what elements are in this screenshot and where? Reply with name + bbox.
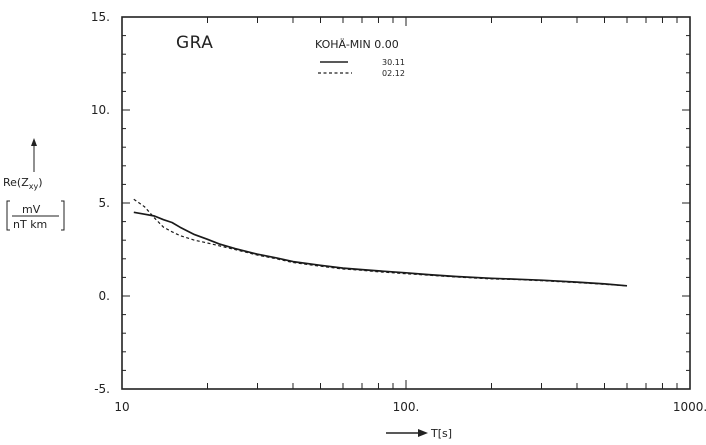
x-tick-label: 1000.: [673, 400, 706, 414]
x-axis-label-block: T[s]: [386, 427, 452, 440]
units-bracket-right: [61, 200, 65, 231]
legend-label-1: 30.11: [382, 58, 405, 67]
series-line-1: [133, 211, 628, 287]
legend: 30.11 02.12: [318, 58, 405, 78]
y-axis-label-subscript: xy: [29, 182, 39, 191]
axis-tick-labels: 10 100. 1000. -5. 0. 5. 10. 15.: [91, 10, 706, 414]
x-tick-label: 10: [114, 400, 129, 414]
legend-label-2: 02.12: [382, 69, 405, 78]
y-tick-label: 5.: [99, 196, 110, 210]
x-tick-label: 100.: [393, 400, 420, 414]
units-numerator: mV: [22, 203, 41, 216]
plot-frame: [121, 16, 691, 390]
units-bracket-left: [6, 200, 10, 231]
chart-title: GRA: [176, 33, 213, 53]
x-axis-arrow-head: [418, 429, 428, 437]
y-axis-arrow-head: [31, 138, 37, 146]
chart-subtitle: KOHÄ-MIN 0.00: [315, 38, 399, 51]
y-tick-label: 10.: [91, 103, 110, 117]
y-axis-label: Re(Zxy): [3, 176, 43, 191]
y-axis-label-block: Re(Zxy) mV nT km: [3, 138, 65, 231]
series-line-2: [133, 198, 628, 287]
series-layer: [133, 198, 628, 287]
axis-ticks: [121, 16, 690, 390]
y-tick-label: -5.: [94, 382, 110, 396]
y-tick-label: 15.: [91, 10, 110, 24]
y-tick-label: 0.: [99, 289, 110, 303]
x-axis-label: T[s]: [430, 427, 452, 440]
units-denominator: nT km: [13, 218, 47, 231]
